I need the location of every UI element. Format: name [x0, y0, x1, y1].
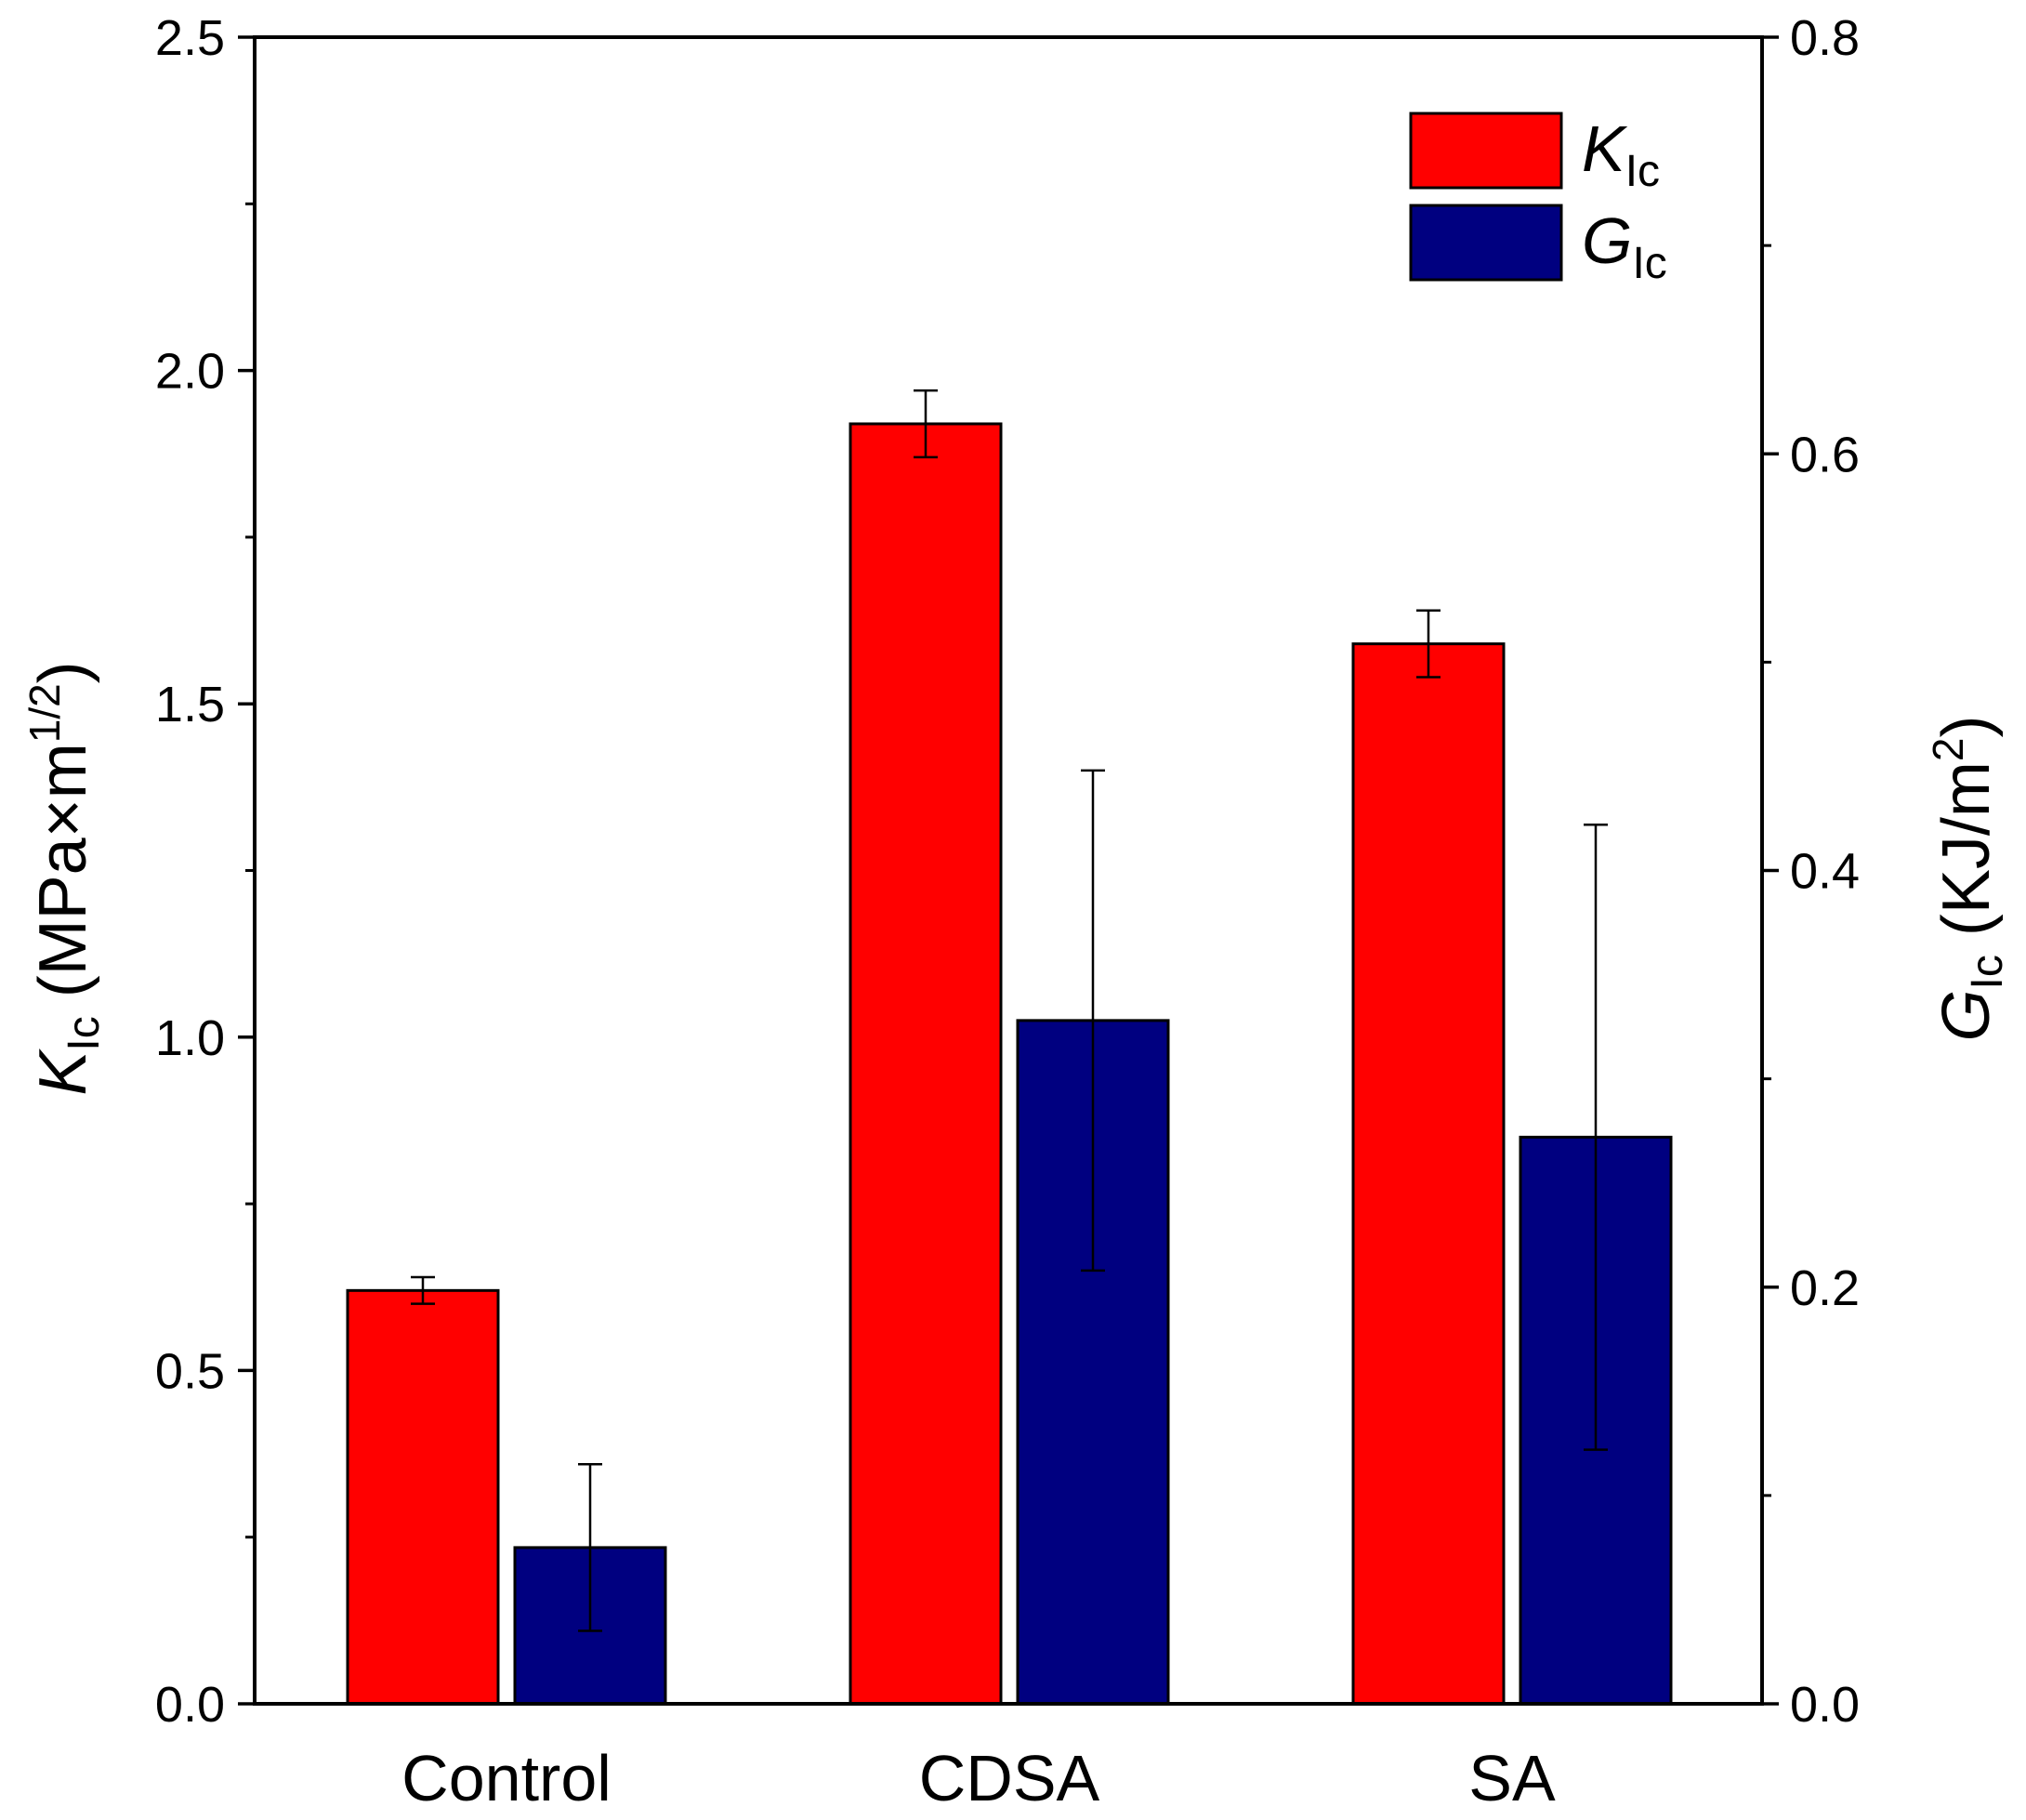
left-tick-label: 2.0: [155, 344, 225, 400]
right-tick-label: 0.2: [1790, 1260, 1860, 1316]
left-tick-label: 2.5: [155, 10, 225, 66]
error-bars-layer: [411, 389, 1608, 1632]
right-tick-label: 0.0: [1790, 1677, 1860, 1733]
left-tick-label: 1.0: [155, 1010, 225, 1066]
right-tick-label: 0.8: [1790, 10, 1860, 66]
left-tick-label: 1.5: [155, 677, 225, 732]
x-tick-label-sa: SA: [1468, 1742, 1556, 1814]
legend-swatch-gic: [1409, 204, 1563, 282]
legend-label-gic: GIc: [1582, 204, 1667, 288]
legend-label-kic: KIc: [1582, 112, 1660, 196]
bar-kic-sa: [1351, 642, 1506, 1706]
left-tick-label: 0.0: [155, 1677, 225, 1733]
legend-swatch-kic: [1409, 112, 1563, 190]
right-tick-label: 0.4: [1790, 844, 1860, 900]
bar-kic-control: [346, 1288, 500, 1706]
left-tick-label: 0.5: [155, 1343, 225, 1399]
x-tick-label-cdsa: CDSA: [919, 1742, 1100, 1814]
axes-layer: Control CDSA SA 0.0 0.5 1.0 1.5 2.0 2.5 0.0 0.2 0.4…: [20, 10, 2012, 1814]
right-axis-title: GIc (KJ/m2): [1924, 716, 2012, 1042]
legend: KIc GIc: [1409, 112, 1667, 288]
x-tick-label-control: Control: [401, 1742, 612, 1814]
bars-layer: [346, 422, 1673, 1706]
right-tick-label: 0.6: [1790, 427, 1860, 482]
bar-kic-cdsa: [849, 422, 1003, 1706]
left-axis-title: KIc (MPa×m1/2): [20, 661, 109, 1095]
